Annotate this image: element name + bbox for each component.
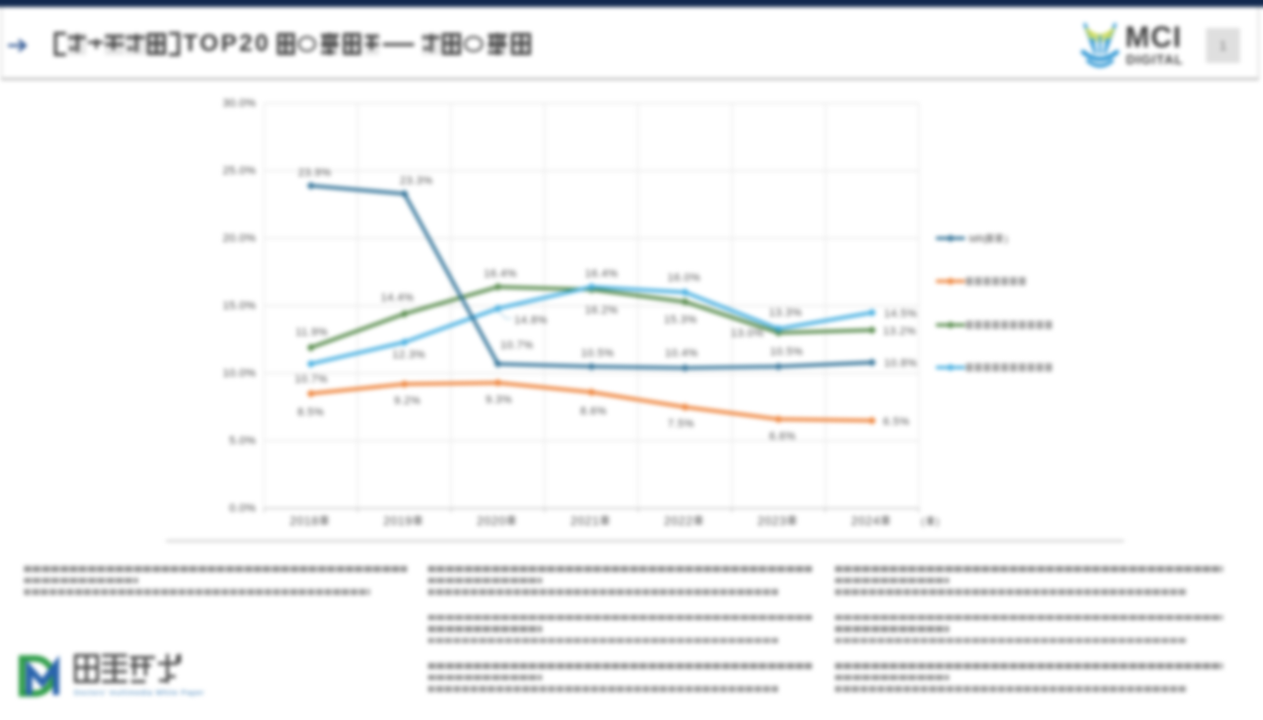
svg-text:10.8%: 10.8%: [884, 358, 917, 370]
svg-text:13.0%: 13.0%: [731, 327, 764, 339]
svg-text:9.3%: 9.3%: [486, 394, 513, 406]
svg-text:2021: 2021: [570, 514, 599, 528]
svg-text:6.5%: 6.5%: [883, 416, 910, 428]
svg-text:7.5%: 7.5%: [668, 418, 695, 430]
svg-text:16.4%: 16.4%: [484, 268, 517, 280]
svg-text:15.3%: 15.3%: [664, 314, 697, 326]
svg-text:MR(: MR(: [969, 234, 987, 244]
svg-text:20.0%: 20.0%: [223, 233, 256, 245]
svg-text:0.0%: 0.0%: [229, 503, 256, 515]
svg-text:8.6%: 8.6%: [580, 406, 607, 418]
svg-text:25.0%: 25.0%: [223, 165, 256, 177]
svg-text:10.7%: 10.7%: [295, 373, 328, 385]
svg-text:6.6%: 6.6%: [769, 431, 796, 443]
svg-text:10.5%: 10.5%: [581, 348, 614, 360]
svg-text:16.0%: 16.0%: [667, 272, 700, 284]
svg-text:10.5%: 10.5%: [770, 346, 803, 358]
svg-text:10.4%: 10.4%: [665, 347, 698, 359]
svg-text:): ): [936, 517, 939, 528]
svg-text:16.2%: 16.2%: [585, 305, 618, 317]
svg-text:5.0%: 5.0%: [229, 435, 256, 447]
svg-text:11.9%: 11.9%: [296, 327, 328, 339]
svg-text:13.2%: 13.2%: [883, 326, 916, 338]
svg-text:2018: 2018: [290, 514, 319, 528]
svg-text:8.5%: 8.5%: [297, 407, 324, 419]
svg-text:14.8%: 14.8%: [514, 315, 547, 327]
svg-text:15.0%: 15.0%: [223, 300, 256, 312]
svg-text:(: (: [921, 517, 925, 528]
svg-text:10.0%: 10.0%: [223, 368, 256, 380]
svg-text:16.4%: 16.4%: [585, 268, 618, 280]
svg-text:): ): [1005, 234, 1008, 244]
svg-text:2022: 2022: [664, 514, 693, 528]
svg-text:12.3%: 12.3%: [392, 349, 425, 361]
svg-text:13.3%: 13.3%: [769, 307, 802, 319]
svg-text:10.7%: 10.7%: [500, 339, 533, 351]
svg-text:23.3%: 23.3%: [400, 175, 433, 187]
svg-text:2024: 2024: [851, 514, 880, 528]
svg-text:14.5%: 14.5%: [884, 308, 917, 320]
svg-text:2020: 2020: [477, 514, 506, 528]
svg-text:2023: 2023: [757, 514, 786, 528]
svg-text:30.0%: 30.0%: [223, 98, 256, 110]
svg-text:23.9%: 23.9%: [298, 167, 331, 179]
svg-text:9.2%: 9.2%: [394, 395, 421, 407]
svg-text:14.4%: 14.4%: [381, 292, 414, 304]
svg-text:2019: 2019: [383, 514, 412, 528]
